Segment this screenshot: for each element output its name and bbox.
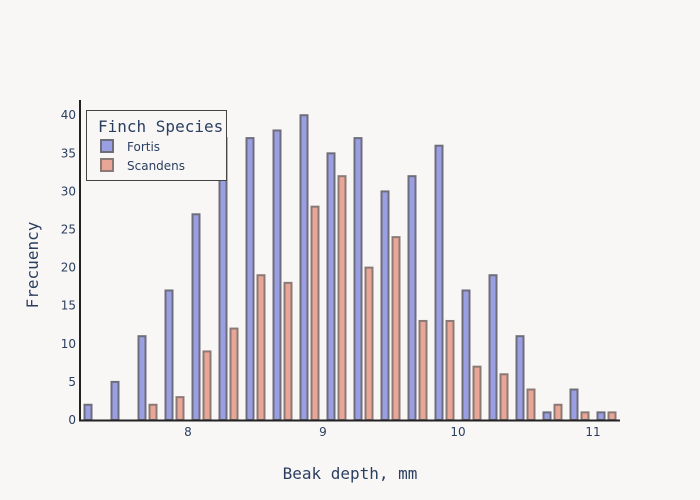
bar-scandens-7[interactable] [283, 281, 293, 421]
bar-fortis-12[interactable] [407, 175, 417, 421]
bar-scandens-9[interactable] [337, 175, 347, 421]
bar-fortis-8[interactable] [299, 114, 309, 422]
bar-scandens-16[interactable] [526, 388, 536, 421]
legend-swatch-fortis[interactable] [100, 139, 114, 153]
bar-fortis-3[interactable] [164, 289, 174, 422]
bar-fortis-17[interactable] [542, 411, 552, 422]
bar-fortis-11[interactable] [380, 190, 390, 421]
legend-swatch-scandens[interactable] [100, 158, 114, 172]
bar-scandens-12[interactable] [418, 319, 428, 422]
legend-label-scandens[interactable]: Scandens [127, 159, 185, 173]
y-tick-label: 40 [61, 108, 76, 122]
y-tick-label: 5 [68, 375, 76, 389]
bar-fortis-19[interactable] [596, 411, 606, 422]
bar-scandens-6[interactable] [256, 274, 266, 421]
bar-scandens-4[interactable] [202, 350, 212, 421]
legend[interactable]: Finch Species Fortis Scandens [86, 110, 227, 181]
bar-scandens-5[interactable] [229, 327, 239, 422]
y-tick-label: 20 [61, 261, 76, 275]
bar-scandens-14[interactable] [472, 365, 482, 422]
bar-scandens-17[interactable] [553, 403, 563, 422]
bar-fortis-9[interactable] [326, 152, 336, 422]
y-tick-labels: 0 5 10 15 20 25 30 35 40 [61, 108, 76, 427]
bar-scandens-2[interactable] [148, 403, 158, 422]
bar-scandens-18[interactable] [580, 411, 590, 422]
bar-scandens-10[interactable] [364, 266, 374, 421]
bar-fortis-4[interactable] [191, 213, 201, 421]
y-tick-label: 25 [61, 223, 76, 237]
x-tick-label: 11 [585, 425, 600, 439]
x-tick-label: 10 [450, 425, 465, 439]
x-axis-title: Beak depth, mm [283, 464, 418, 483]
y-axis-title: Frecuency [23, 221, 42, 308]
bar-fortis-18[interactable] [569, 388, 579, 421]
bar-scandens-11[interactable] [391, 236, 401, 421]
y-tick-label: 30 [61, 184, 76, 198]
legend-title: Finch Species [98, 117, 223, 136]
bar-fortis-7[interactable] [272, 129, 282, 421]
y-tick-label: 15 [61, 299, 76, 313]
bar-scandens-8[interactable] [310, 205, 320, 421]
bar-fortis-2[interactable] [137, 335, 147, 421]
bar-fortis-0[interactable] [83, 403, 93, 422]
x-tick-label: 8 [184, 425, 192, 439]
x-tick-labels: 8 9 10 11 [184, 425, 600, 439]
y-tick-label: 0 [68, 413, 76, 427]
bar-scandens-15[interactable] [499, 373, 509, 422]
bar-scandens-3[interactable] [175, 396, 185, 422]
bar-fortis-6[interactable] [245, 137, 255, 421]
bar-scandens-13[interactable] [445, 319, 455, 422]
bar-fortis-15[interactable] [488, 274, 498, 421]
x-tick-label: 9 [319, 425, 327, 439]
bar-fortis-13[interactable] [434, 144, 444, 422]
y-tick-label: 35 [61, 146, 76, 160]
bar-fortis-14[interactable] [461, 289, 471, 422]
bar-fortis-10[interactable] [353, 137, 363, 421]
bar-scandens-19[interactable] [607, 411, 617, 422]
bar-fortis-1[interactable] [110, 380, 120, 421]
y-tick-label: 10 [61, 337, 76, 351]
bar-fortis-16[interactable] [515, 335, 525, 421]
legend-label-fortis[interactable]: Fortis [127, 140, 160, 154]
